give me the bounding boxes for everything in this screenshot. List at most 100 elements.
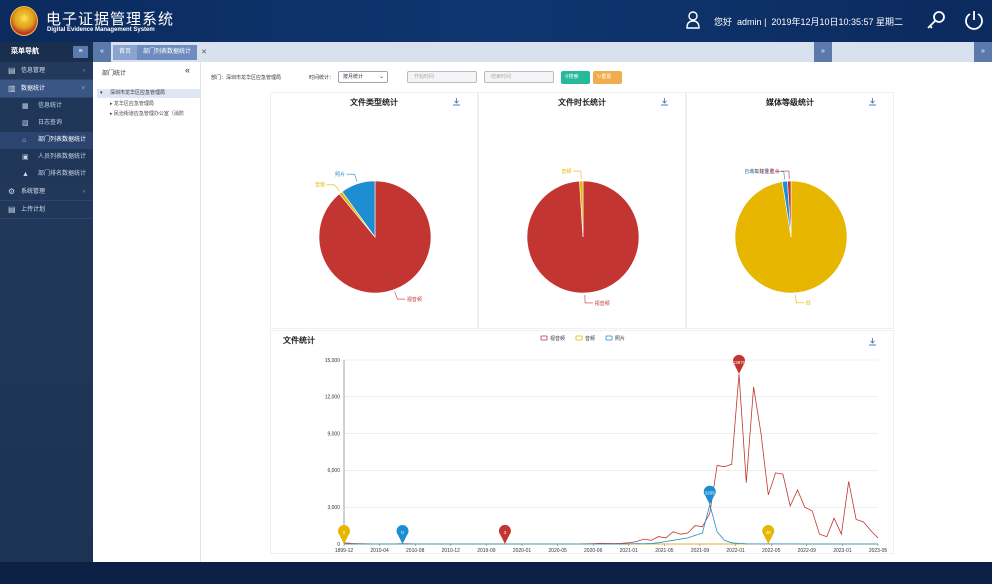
sidebar-sub-ranking-stats[interactable]: ▲ 部门排名数据统计 <box>0 166 93 183</box>
line-card-file-stats: 文件统计 视音频 音频 照片 15,000 12,000 9,000 6,000 3,000 0… <box>270 330 894 554</box>
greeting-text: 您好 <box>714 17 733 27</box>
x-tick-label: 2010-08 <box>406 548 425 554</box>
app-title: 电子证据管理系统 <box>46 10 175 28</box>
download-icon[interactable] <box>868 97 877 106</box>
legend-label[interactable]: 视音频 <box>550 335 565 342</box>
dept-filter-label: 部门：深圳市龙华区应急管理局 <box>211 74 281 81</box>
marker-pin[interactable] <box>703 485 716 505</box>
power-icon[interactable] <box>963 9 985 31</box>
legend-icon[interactable] <box>575 335 583 341</box>
sidebar-item-label: 上传计划 <box>21 207 46 213</box>
legend-label[interactable]: 照片 <box>615 335 625 342</box>
marker-pin[interactable] <box>396 525 409 544</box>
dept-label: 部门： <box>211 75 227 81</box>
y-tick-label: 12,000 <box>325 395 341 401</box>
tab-more-icon[interactable]: » <box>974 42 992 62</box>
sidebar-item-data-statistics[interactable]: ▥ 数据统计 ˅ <box>0 80 93 98</box>
pie-slice[interactable] <box>579 180 584 238</box>
sidebar-sub-info-stats[interactable]: ▦ 信息统计 <box>0 98 93 115</box>
x-tick-label: 2021-09 <box>691 548 710 554</box>
sidebar-item-info-management[interactable]: ▤ 信息管理 ‹ <box>0 62 93 80</box>
x-tick-label: 1899-12 <box>335 548 354 554</box>
menu-toggle-icon[interactable]: ≡ <box>73 46 88 58</box>
username[interactable]: admin <box>737 17 762 27</box>
series-line[interactable] <box>344 503 878 545</box>
search-button[interactable]: ⚲搜索 <box>561 71 590 84</box>
y-tick-label: 3,000 <box>327 505 340 511</box>
info-stats-icon: ▦ <box>22 103 29 110</box>
stats-icon: ▥ <box>8 84 16 93</box>
reset-button[interactable]: ↻重置 <box>593 71 622 84</box>
tab-dept-stats[interactable]: 部门列表数据统计 ✕ <box>137 45 207 60</box>
end-date-input[interactable]: 结束时间 <box>484 71 554 83</box>
sidebar-item-upload-plan[interactable]: ▤ 上传计划 <box>0 201 93 219</box>
pie-label-line <box>584 294 594 304</box>
pie-label-line <box>775 171 785 180</box>
sidebar-sub-label: 部门列表数据统计 <box>38 137 87 143</box>
main-content: 部门统计 « ▾ 深圳市龙华区应急管理局 ▸ 龙华区应急管理局 ▸ 民治街道应急… <box>93 62 992 562</box>
tab-bar: « 首页 部门列表数据统计 ✕ » » <box>93 42 992 62</box>
sidebar-sub-log-query[interactable]: ▧ 日志查询 <box>0 115 93 132</box>
sidebar-item-system-management[interactable]: ⚙ 系统管理 ‹ <box>0 183 93 201</box>
marker-pin[interactable] <box>498 524 511 544</box>
sidebar-sub-dept-stats[interactable]: ⌂ 部门列表数据统计 <box>0 132 93 149</box>
x-tick-label: 2022-09 <box>798 548 817 554</box>
time-stat-select[interactable]: 按月统计 ⌄ <box>338 71 388 83</box>
marker-pin[interactable] <box>762 525 775 544</box>
marker-label: 3205 <box>705 491 716 496</box>
pie-label-line <box>572 170 582 180</box>
tab-scroll-right-icon[interactable]: » <box>814 42 832 62</box>
sidebar-sub-label: 人员列表数据统计 <box>38 154 87 160</box>
sidebar-title: 菜单导航 <box>11 48 39 55</box>
password-key-icon[interactable] <box>925 9 947 31</box>
y-tick-label: 15,000 <box>325 358 341 364</box>
tab-home[interactable]: 首页 <box>113 45 138 60</box>
close-icon[interactable]: ✕ <box>201 49 208 56</box>
tree-node-label: 民治街道应急管理办公室（消防 <box>113 111 184 117</box>
marker-pin[interactable] <box>733 354 746 374</box>
series-line[interactable] <box>343 373 879 545</box>
sidebar-header: 菜单导航 ≡ <box>0 42 93 62</box>
x-tick-label: 2010-04 <box>370 548 389 554</box>
tree-node-child[interactable]: ▸ 龙华区应急管理局 <box>110 101 154 107</box>
tab-scroll-left-icon[interactable]: « <box>93 42 111 62</box>
download-icon[interactable] <box>868 337 877 346</box>
chevron-left-icon: ‹ <box>83 68 85 74</box>
time-filter-label: 时间统计： <box>309 75 335 81</box>
tab-label: 部门列表数据统计 <box>143 49 192 55</box>
pie-chart: 视音频 音频 <box>526 168 640 307</box>
tree-node-label: 龙华区应急管理局 <box>113 101 154 107</box>
upload-plan-icon: ▤ <box>8 205 16 214</box>
tree-node-label: 深圳市龙华区应急管理局 <box>110 90 166 96</box>
download-icon[interactable] <box>452 97 461 106</box>
app-subtitle: Digital Evidence Management System <box>47 27 155 33</box>
sidebar: 菜单导航 ≡ ▤ 信息管理 ‹ ▥ 数据统计 ˅ ▦ 信息统计 ▧ 日志查询 ⌂… <box>0 42 93 562</box>
divider: | <box>764 17 767 27</box>
x-tick-label: 2022-05 <box>762 548 781 554</box>
pie-label: 视音频 <box>407 296 422 303</box>
start-date-input[interactable]: 开始时间 <box>407 71 477 83</box>
pie-label: 音频 <box>315 182 325 189</box>
legend-label[interactable]: 音频 <box>585 335 595 342</box>
legend-icon[interactable] <box>605 335 613 341</box>
pie-slice[interactable] <box>341 180 376 238</box>
collapse-icon[interactable]: « <box>185 65 191 75</box>
dept-panel-title: 部门统计 <box>102 71 127 77</box>
x-tick-label: 2023-05 <box>869 548 888 554</box>
pie-label-line <box>780 170 790 180</box>
caret-down-icon: ▾ <box>100 90 103 96</box>
pie-slice[interactable] <box>787 180 792 238</box>
reset-label: 重置 <box>601 74 612 80</box>
pie-chart: 视音频 音频 照片 <box>315 171 432 303</box>
tree-node-root[interactable]: ▾ 深圳市龙华区应急管理局 <box>97 89 200 98</box>
tree-node-child[interactable]: ▸ 民治街道应急管理办公室（消防 <box>110 111 184 117</box>
pie-label: 音频 <box>561 168 571 175</box>
y-tick-label: 6,000 <box>327 468 340 474</box>
select-value: 按月统计 <box>343 74 364 80</box>
sidebar-sub-person-stats[interactable]: ▣ 人员列表数据统计 <box>0 149 93 166</box>
pie-card-file-type: 文件类型统计 视音频 音频 照片 <box>270 92 478 329</box>
marker-pin[interactable] <box>338 525 350 544</box>
legend-icon[interactable] <box>540 335 548 341</box>
pie-label: 低 <box>806 300 811 307</box>
download-icon[interactable] <box>660 97 669 106</box>
